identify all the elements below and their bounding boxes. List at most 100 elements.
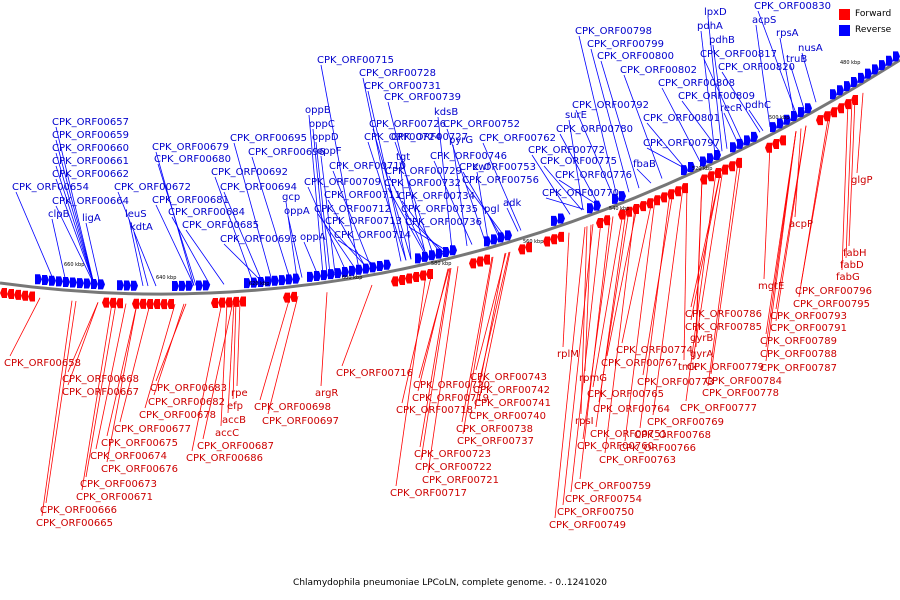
reverse-label-line <box>433 160 473 245</box>
reverse-gene-label: CPK_ORF00830 <box>754 1 831 12</box>
reverse-label-line <box>487 213 500 238</box>
forward-label-line <box>202 301 234 440</box>
reverse-label-line <box>558 179 598 205</box>
reverse-gene-arrow <box>42 275 49 286</box>
reverse-gene-label: CPK_ORF00792 <box>572 100 649 111</box>
scale-tick-label: 600 kbp <box>342 275 362 281</box>
forward-label-line <box>95 303 127 450</box>
reverse-label-line <box>703 58 743 142</box>
reverse-gene-arrow <box>879 60 886 71</box>
reverse-gene-arrow <box>70 277 77 288</box>
reverse-label-line <box>308 114 324 275</box>
reverse-label-line <box>362 77 402 262</box>
reverse-gene-label: CPK_ORF00772 <box>528 145 605 156</box>
reverse-gene-arrow <box>307 271 314 282</box>
reverse-label-line <box>600 60 640 189</box>
scale-tick-label: 660 kbp <box>64 262 84 268</box>
reverse-label-line <box>543 165 583 211</box>
forward-gene-label: CPK_ORF00673 <box>80 479 157 490</box>
forward-gene-label: gyrB <box>690 333 713 344</box>
reverse-gene-label: CPK_ORF00739 <box>384 92 461 103</box>
forward-label-lines <box>9 92 864 519</box>
reverse-label-line <box>312 128 328 275</box>
reverse-label-line <box>721 71 761 133</box>
reverse-gene-arrow <box>851 77 858 88</box>
forward-gene-arrow <box>557 231 564 242</box>
reverse-gene-label: CPK_ORF00798 <box>575 26 652 37</box>
reverse-gene-label: pdhC <box>745 100 771 111</box>
reverse-label-line <box>568 119 584 210</box>
forward-gene-label: CPK_ORF00743 <box>470 372 547 383</box>
forward-gene-arrow <box>779 135 786 146</box>
forward-gene-label: CPK_ORF00716 <box>336 368 413 379</box>
reverse-label-line <box>559 133 599 205</box>
forward-label-line <box>652 187 684 416</box>
reverse-gene-label: CPK_ORF00715 <box>317 55 394 66</box>
reverse-label-line <box>401 200 441 253</box>
forward-legend-swatch <box>839 9 850 20</box>
reverse-gene-arrow <box>805 103 812 114</box>
reverse-gene-label: CPK_ORF00724 <box>364 132 441 143</box>
forward-gene-arrow <box>146 298 153 309</box>
reverse-gene-arrow <box>342 267 349 278</box>
forward-gene-label: CPK_ORF00766 <box>619 443 696 454</box>
reverse-gene-arrow <box>356 264 363 275</box>
forward-gene-label: CPK_ORF00760 <box>577 441 654 452</box>
forward-label-line <box>45 300 77 504</box>
reverse-gene-label: CPK_ORF00736 <box>405 217 482 228</box>
reverse-gene-arrow <box>688 162 695 173</box>
reverse-label-line <box>646 147 686 169</box>
reverse-label-line <box>55 139 95 285</box>
forward-gene-arrow <box>653 195 660 206</box>
forward-gene-label: CPK_ORF00665 <box>36 518 113 529</box>
reverse-gene-label: CPK_ORF00661 <box>52 156 129 167</box>
reverse-gene-label: CPK_ORF00709 <box>304 177 381 188</box>
forward-label-line <box>153 303 185 396</box>
reverse-gene-label: CPK_ORF00672 <box>114 182 191 193</box>
forward-label-line <box>710 159 742 375</box>
forward-gene-label: CPK_ORF00786 <box>685 309 762 320</box>
reverse-labels: CPK_ORF00657 CPK_ORF00659 CPK_ORF00660 CPK_… <box>12 1 831 245</box>
forward-gene-label: efp <box>227 401 243 412</box>
forward-gene-arrow <box>632 203 639 214</box>
forward-gene-label: CPK_ORF00796 <box>795 286 872 297</box>
reverse-gene-label: CPK_ORF00746 <box>430 151 507 162</box>
forward-gene-arrow <box>102 297 109 308</box>
forward-label-line <box>41 300 73 517</box>
forward-gene-label: CPK_ORF00717 <box>390 488 467 499</box>
reverse-gene-label: oppA <box>300 232 326 243</box>
forward-gene-label: CPK_ORF00720 <box>413 380 490 391</box>
forward-label-line <box>692 168 724 361</box>
forward-gene-arrow <box>398 274 405 285</box>
forward-gene-label: fabH <box>843 248 867 259</box>
reverse-gene-arrow <box>730 142 737 153</box>
forward-gene-arrow <box>618 209 625 220</box>
reverse-gene-label: CPK_ORF00694 <box>220 182 297 193</box>
reverse-label-line <box>214 176 254 283</box>
forward-gene-label: CPK_ORF00718 <box>396 405 473 416</box>
reverse-gene-arrow <box>49 275 56 286</box>
reverse-label-line <box>157 163 197 286</box>
reverse-label-line <box>155 204 195 286</box>
scale-tick-label: 540 kbp <box>609 206 629 212</box>
reverse-gene-label: CPK_ORF00695 <box>230 133 307 144</box>
forward-label-line <box>592 212 624 388</box>
reverse-gene-arrow <box>714 149 721 160</box>
forward-gene-label: CPK_ORF00741 <box>474 398 551 409</box>
forward-gene-label: CPK_ORF00742 <box>473 385 550 396</box>
reverse-label-line <box>55 165 95 285</box>
reverse-gene-label: CPK_ORF00820 <box>718 62 795 73</box>
forward-label-line <box>420 267 452 461</box>
forward-gene-arrow <box>225 297 232 308</box>
forward-gene-label: CPK_ORF00749 <box>549 520 626 531</box>
scale-tick-label: 580 kbp <box>431 261 451 267</box>
reverse-label-line <box>531 154 571 215</box>
reverse-label-line <box>85 222 101 285</box>
forward-gene-label: CPK_ORF00774 <box>616 345 693 356</box>
reverse-label-line <box>506 207 519 232</box>
reverse-gene-arrow <box>265 276 272 287</box>
reverse-label-line <box>55 205 95 285</box>
forward-gene-arrow <box>772 139 779 150</box>
forward-gene-arrow <box>283 292 290 303</box>
